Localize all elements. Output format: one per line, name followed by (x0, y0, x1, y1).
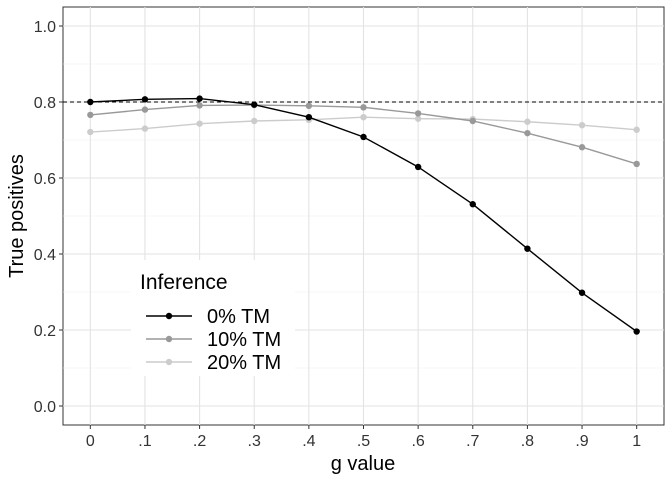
x-tick-label: .7 (466, 433, 479, 450)
data-point (414, 115, 422, 122)
data-point (414, 110, 422, 117)
legend-title: Inference (140, 271, 228, 294)
data-point (251, 117, 258, 125)
y-axis: 0.0 0.2 0.4 0.6 0.8 1.0 (34, 19, 63, 416)
data-point (360, 104, 367, 111)
data-point (633, 160, 640, 168)
legend-label: 10% TM (207, 329, 281, 351)
legend-item: 20% TM (146, 352, 281, 374)
x-tick-label: .8 (521, 433, 534, 450)
series-1 (87, 95, 640, 335)
x-tick-label: .6 (411, 433, 424, 450)
data-point (305, 102, 313, 110)
data-point (196, 120, 203, 127)
data-point (141, 125, 149, 132)
x-axis: 0 .1 .2 .3 .4 .5 .6 .7 .8 .9 1 (86, 425, 641, 450)
data-point (141, 96, 149, 103)
legend-item: 0% TM (146, 306, 270, 328)
data-point (251, 101, 258, 108)
x-tick-label: 1 (632, 433, 641, 450)
legend-background (131, 260, 295, 376)
legend-item: 10% TM (146, 329, 281, 351)
legend-key-point (165, 312, 173, 320)
x-axis-label: g value (331, 453, 396, 475)
y-tick-label: 0.2 (34, 323, 56, 340)
data-point (469, 201, 476, 208)
data-point (141, 106, 149, 113)
y-tick-label: 0.6 (34, 171, 56, 188)
data-point (87, 98, 94, 106)
series-layer (87, 95, 640, 335)
data-point (305, 114, 313, 121)
data-point (578, 121, 586, 129)
data-point (524, 245, 531, 252)
x-tick-label: .2 (193, 433, 206, 450)
data-point (87, 128, 94, 136)
data-point (360, 114, 367, 121)
y-axis-label: True positives (6, 154, 28, 278)
y-tick-label: 0.0 (34, 399, 56, 416)
data-point (414, 163, 422, 171)
x-tick-label: 0 (86, 433, 95, 450)
y-tick-label: 0.8 (34, 95, 56, 112)
data-point (196, 102, 203, 109)
data-point (87, 111, 94, 119)
x-tick-label: .1 (138, 433, 151, 450)
legend-label: 0% TM (207, 306, 270, 328)
x-tick-label: .5 (357, 433, 370, 450)
y-tick-label: 0.4 (34, 247, 56, 264)
data-point (578, 289, 586, 296)
data-point (196, 95, 203, 102)
x-tick-label: .9 (575, 433, 588, 450)
data-point (360, 133, 367, 141)
data-point (469, 117, 476, 125)
y-tick-label: 1.0 (34, 19, 56, 36)
data-point (633, 328, 640, 335)
x-tick-label: .3 (248, 433, 261, 450)
legend-key-point (165, 335, 173, 343)
series-2 (87, 101, 640, 168)
legend-label: 20% TM (207, 352, 281, 374)
x-tick-label: .4 (302, 433, 315, 450)
data-point (524, 129, 531, 137)
legend-key-point (165, 358, 173, 366)
data-point (578, 144, 586, 151)
data-point (633, 126, 640, 133)
data-point (524, 118, 531, 125)
